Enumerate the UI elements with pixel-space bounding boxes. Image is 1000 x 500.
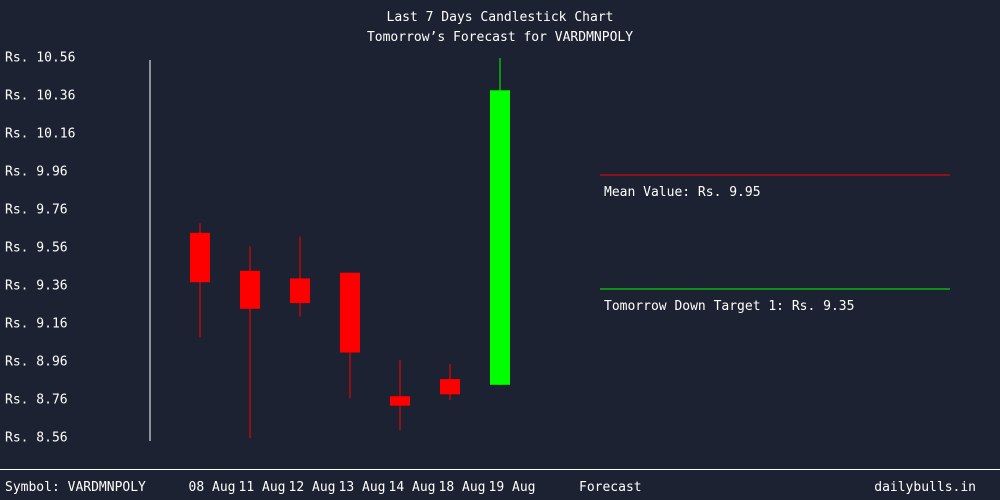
y-tick-label: Rs. 10.36	[5, 88, 76, 104]
x-tick-label: 11 Aug	[238, 480, 286, 495]
x-tick-label: 14 Aug	[388, 480, 436, 495]
footer-divider	[0, 469, 1000, 470]
x-tick-label: 12 Aug	[288, 480, 336, 495]
y-tick-label: Rs. 9.96	[5, 164, 68, 180]
candle-body	[290, 278, 310, 304]
y-tick-label: Rs. 9.36	[5, 278, 68, 294]
y-tick-label: Rs. 8.56	[5, 430, 68, 446]
candle-body	[190, 232, 210, 283]
brand-label: dailybulls.in	[874, 480, 976, 495]
y-tick-label: Rs. 8.76	[5, 392, 68, 408]
chart-title: Last 7 Days Candlestick Chart	[386, 10, 614, 25]
candle-body	[390, 396, 410, 406]
y-tick-label: Rs. 9.16	[5, 316, 68, 332]
x-tick-label: 19 Aug	[488, 480, 536, 495]
down-target-label: Tomorrow Down Target 1: Rs. 9.35	[604, 299, 855, 314]
mean-value-label: Mean Value: Rs. 9.95	[604, 185, 761, 200]
candle-body	[240, 270, 260, 309]
y-tick-label: Rs. 9.56	[5, 240, 68, 256]
symbol-label: Symbol: VARDMNPOLY	[5, 480, 146, 495]
candle-body	[340, 272, 360, 353]
candles-group	[190, 58, 510, 438]
y-tick-label: Rs. 9.76	[5, 202, 68, 218]
x-tick-label: 13 Aug	[338, 480, 386, 495]
candle-body	[490, 90, 510, 385]
x-tick-label: 18 Aug	[438, 480, 486, 495]
y-tick-label: Rs. 8.96	[5, 354, 68, 370]
forecast-label: Forecast	[579, 480, 642, 495]
y-tick-label: Rs. 10.56	[5, 50, 76, 66]
candle-body	[440, 379, 460, 395]
x-tick-label: 08 Aug	[188, 480, 236, 495]
y-tick-label: Rs. 10.16	[5, 126, 76, 142]
chart-subtitle: Tomorrow’s Forecast for VARDMNPOLY	[366, 30, 634, 45]
